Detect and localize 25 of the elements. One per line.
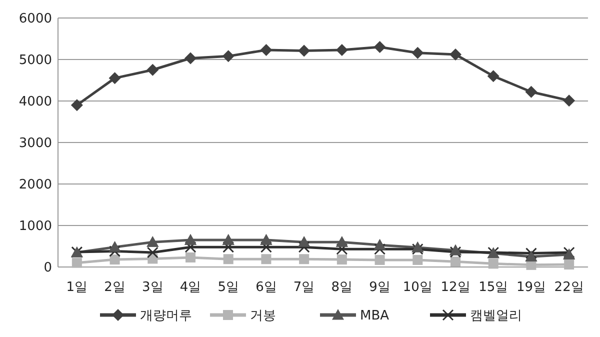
x-tick-label: 3일 — [142, 280, 164, 295]
legend-label: MBA — [360, 308, 390, 324]
legend-label: 캠벨얼리 — [470, 308, 522, 324]
x-tick-label: 5일 — [218, 280, 239, 295]
x-tick-label: 12일 — [440, 280, 470, 295]
x-tick-label: 19일 — [516, 280, 546, 295]
x-tick-label: 4일 — [180, 280, 202, 295]
x-tick-label: 9일 — [369, 280, 390, 295]
x-tick-label: 15일 — [478, 280, 508, 295]
x-tick-label: 8일 — [331, 280, 353, 295]
y-tick-label: 0 — [44, 260, 52, 276]
legend-label: 거봉 — [250, 308, 276, 324]
y-tick-label: 2000 — [18, 178, 52, 193]
x-tick-label: 7일 — [293, 280, 315, 295]
y-tick-label: 1000 — [18, 219, 52, 234]
x-tick-label: 6일 — [256, 280, 277, 295]
y-tick-label: 5000 — [18, 53, 52, 68]
y-tick-label: 6000 — [18, 12, 52, 27]
x-tick-label: 2일 — [104, 280, 126, 295]
legend-label: 개량머루 — [140, 308, 192, 324]
x-tick-label: 22일 — [554, 280, 584, 295]
x-tick-label: 1일 — [66, 280, 88, 295]
x-tick-label: 10일 — [402, 280, 432, 295]
y-tick-label: 3000 — [18, 136, 52, 152]
y-tick-label: 4000 — [18, 94, 52, 110]
